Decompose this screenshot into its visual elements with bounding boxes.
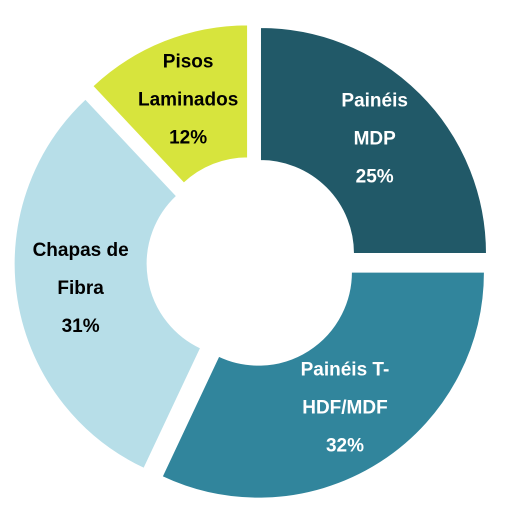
donut-segment xyxy=(92,24,249,184)
segment-label: Painéis T-HDF/MDF xyxy=(301,360,390,419)
segment-value-label: 12% xyxy=(169,128,207,149)
segment-value-label: 31% xyxy=(62,316,100,337)
segment-value-label: 25% xyxy=(356,166,394,187)
donut-segment xyxy=(161,271,485,499)
segment-label: Pisos Laminados xyxy=(138,52,238,111)
segment-value-label: 32% xyxy=(326,436,364,457)
donut-segment xyxy=(13,98,202,470)
segment-label: Chapas de Fibra xyxy=(33,240,129,299)
donut-segment xyxy=(259,27,487,255)
segment-label: Painéis MDP xyxy=(341,90,408,149)
